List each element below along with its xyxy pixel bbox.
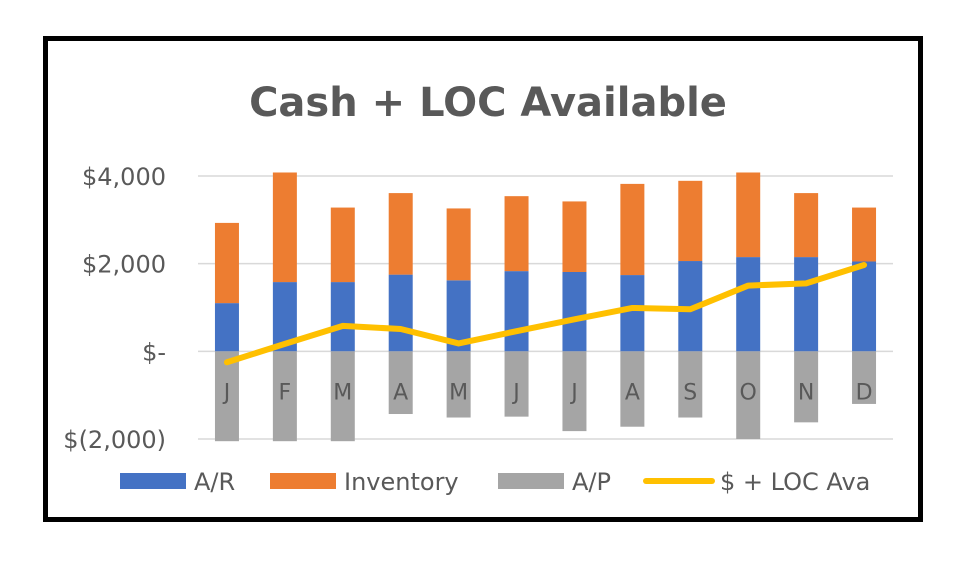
x-tick-label: M [333,380,352,405]
y-tick-label: $- [142,338,166,366]
bar-inventory [330,207,355,283]
chart-frame: Cash + LOC Available $4,000 $2,000 $- $(2,0… [43,36,923,522]
bar-a-p [446,351,471,418]
bar-a-r [388,274,413,352]
bars [214,172,877,442]
x-tick-label: M [449,380,468,405]
bar-a-r [736,257,761,352]
legend-label: $ + LOC Ava [720,468,870,496]
y-axis: $4,000 $2,000 $- $(2,000) [63,163,166,454]
bar-a-p [852,351,877,404]
bar-inventory [736,172,761,258]
chart-title: Cash + LOC Available [249,80,727,126]
bar-inventory [272,172,297,283]
bar-inventory [214,222,239,304]
bar-a-p [214,351,239,442]
bar-a-p [272,351,297,442]
bar-a-p [736,351,761,439]
bar-a-r [562,271,587,352]
bar-a-p [794,351,819,423]
x-tick-label: O [740,380,757,405]
x-tick-label: F [279,380,292,405]
x-tick-label: N [798,380,814,405]
gridlines [198,175,893,440]
x-tick-label: J [511,380,519,405]
x-tick-label: A [625,380,640,405]
bar-a-r [214,303,239,352]
bar-a-r [330,282,355,352]
lines [223,261,868,366]
bar-inventory [678,180,703,262]
x-tick-label: J [222,380,231,405]
bar-inventory [446,208,471,281]
bar-a-p [678,351,703,418]
bar-a-p [562,351,587,432]
bar-a-p [620,351,645,427]
legend-label: Inventory [344,468,459,496]
bar-a-r [852,261,877,352]
bar-a-p [504,351,529,417]
bar-a-p [388,351,413,415]
legend-swatch [498,473,564,489]
bar-inventory [504,196,529,272]
bar-inventory [620,183,645,276]
x-tick-label: D [856,380,873,405]
y-tick-label: $(2,000) [63,426,166,454]
bar-inventory [388,193,413,275]
legend-label: A/R [194,468,235,496]
bar-a-r [620,275,645,352]
bar-inventory [794,193,819,258]
y-tick-label: $4,000 [82,163,166,191]
bar-a-r [794,257,819,352]
x-tick-label: S [683,380,697,405]
chart: Cash + LOC Available $4,000 $2,000 $- $(2,0… [63,80,893,496]
legend-swatch [270,473,336,489]
legend-swatch [120,473,186,489]
legend: A/R Inventory A/P $ + LOC Ava [120,468,870,496]
line-series [223,261,868,366]
legend-label: A/P [572,468,611,496]
x-tick-label: A [393,380,408,405]
bar-a-r [504,271,529,352]
bar-inventory [562,201,587,272]
x-tick-label: J [569,380,578,405]
bar-a-p [330,351,355,442]
y-tick-label: $2,000 [82,251,166,279]
bar-inventory [852,207,877,262]
